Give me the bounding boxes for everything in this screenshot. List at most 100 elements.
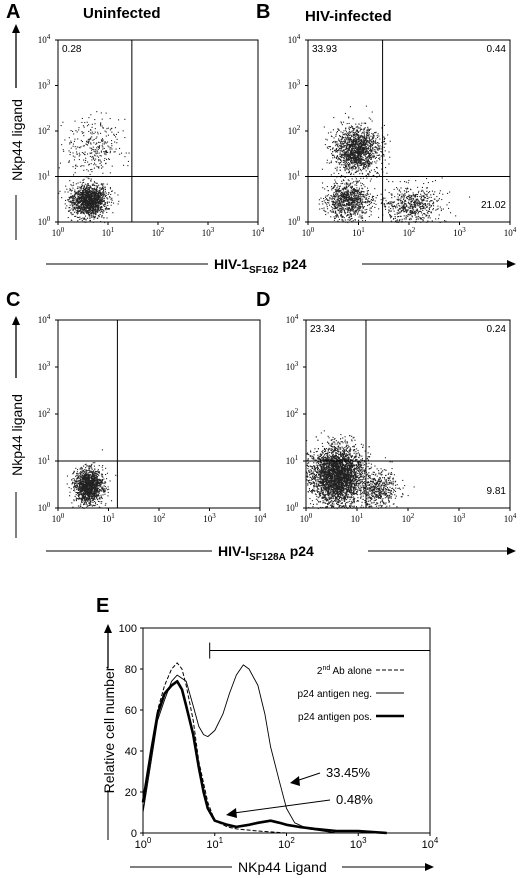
panel-a-dot (95, 204, 97, 206)
panel-b-dot (348, 132, 350, 134)
panel-b-dot (429, 206, 431, 208)
panel-a-dot (63, 150, 65, 152)
panel-b-dot (349, 146, 351, 148)
panel-a-dot (65, 185, 67, 187)
panel-b-dot (339, 154, 341, 156)
panel-a-dot (88, 184, 90, 186)
panel-b-dot (349, 153, 351, 155)
panel-a-dot (68, 137, 70, 139)
panel-a-dot (106, 201, 108, 203)
panel-b-dot (337, 157, 339, 159)
panel-a-dot (106, 197, 108, 199)
panel-b-dot (368, 162, 370, 164)
panel-b-dot (347, 207, 349, 209)
panel-b-dot (339, 152, 341, 154)
panel-b-dot (416, 199, 418, 201)
panel-a-dot (91, 216, 93, 218)
panel-a-dot (95, 149, 97, 151)
panel-b-dot (361, 204, 363, 206)
panel-a-dot (87, 217, 89, 219)
panel-b-dot (409, 219, 411, 221)
panel-a-dot (76, 165, 78, 167)
panel-b-dot (361, 156, 363, 158)
panel-b-dot (359, 157, 361, 159)
panel-b-dot (353, 157, 355, 159)
panel-a-dot (94, 194, 96, 196)
panel-b-dot (373, 195, 375, 197)
panel-b-dot (364, 151, 366, 153)
panel-a-dot (111, 165, 113, 167)
panel-a-dot (95, 193, 97, 195)
panel-b-dot (359, 150, 361, 152)
panel-b-dot (360, 140, 362, 142)
panel-b-dot (351, 202, 353, 204)
panel-b-dot (341, 215, 343, 217)
panel-a-dot (98, 192, 100, 194)
panel-a-dot (92, 202, 94, 204)
panel-a-dot (81, 141, 83, 143)
panel-b-dot (352, 127, 354, 129)
panel-b-dot (340, 143, 342, 145)
panel-a-dot (77, 196, 79, 198)
panel-b-dot (348, 199, 350, 201)
panel-b-dot (346, 142, 348, 144)
panel-b-dot (346, 141, 348, 143)
panel-a-dot (95, 206, 97, 208)
panel-a-dot (91, 136, 93, 138)
panel-b-dot (350, 137, 352, 139)
panel-b-dot (346, 197, 348, 199)
panel-b-dot (415, 213, 417, 215)
panel-b-dot (431, 200, 433, 202)
panel-a-dot (84, 199, 86, 201)
panel-b-dot (399, 212, 401, 214)
panel-a-dot (111, 145, 113, 147)
panel-a-dot (96, 207, 98, 209)
panel-b-dot (423, 195, 425, 197)
panel-b-dot (350, 141, 352, 143)
panel-b-dot (369, 139, 371, 141)
panel-b-dot (399, 207, 401, 209)
panel-b-dot (343, 121, 345, 123)
panel-b-dot (335, 200, 337, 202)
panel-a-dot (75, 205, 77, 207)
panel-a-dot (80, 212, 82, 214)
panel-b-dot (360, 142, 362, 144)
panel-label-b: B (256, 1, 270, 23)
panel-b-dot (338, 187, 340, 189)
panel-a-dot (91, 216, 93, 218)
panel-a-dot (94, 209, 96, 211)
panel-b-dot (326, 159, 328, 161)
panel-b-dot (351, 139, 353, 141)
panel-b-dot (383, 146, 385, 148)
panel-b-dot (426, 215, 428, 217)
panel-b-dot (356, 198, 358, 200)
panel-b-dot (361, 139, 363, 141)
panel-b-dot (357, 137, 359, 139)
panel-b-dot (355, 136, 357, 138)
panel-a-dot (111, 131, 113, 133)
panel-a-dot (72, 205, 74, 207)
panel-b-dot (381, 168, 383, 170)
panel-b-dot (398, 212, 400, 214)
panel-b-dot (343, 205, 345, 207)
panel-b-dot (353, 162, 355, 164)
panel-a-dot (92, 212, 94, 214)
panel-b-dot (347, 222, 349, 224)
panel-a-dot (88, 203, 90, 205)
panel-b-dot (357, 209, 359, 211)
panel-a-dot (87, 200, 89, 202)
panel-b-dot (361, 158, 363, 160)
panel-b-dot (359, 200, 361, 202)
panel-b-dot (419, 217, 421, 219)
panel-b-dot (340, 121, 342, 123)
panel-a-dot (89, 191, 91, 193)
panel-b-dot (349, 155, 351, 157)
panel-b-dot (354, 139, 356, 141)
panel-b-dot (423, 183, 425, 185)
panel-b-dot (331, 154, 333, 156)
panel-b-dot (360, 124, 362, 126)
panel-a-dot (81, 196, 83, 198)
panel-a-dot (105, 194, 107, 196)
panel-b-dot (366, 137, 368, 139)
panel-a-dot (61, 197, 63, 199)
